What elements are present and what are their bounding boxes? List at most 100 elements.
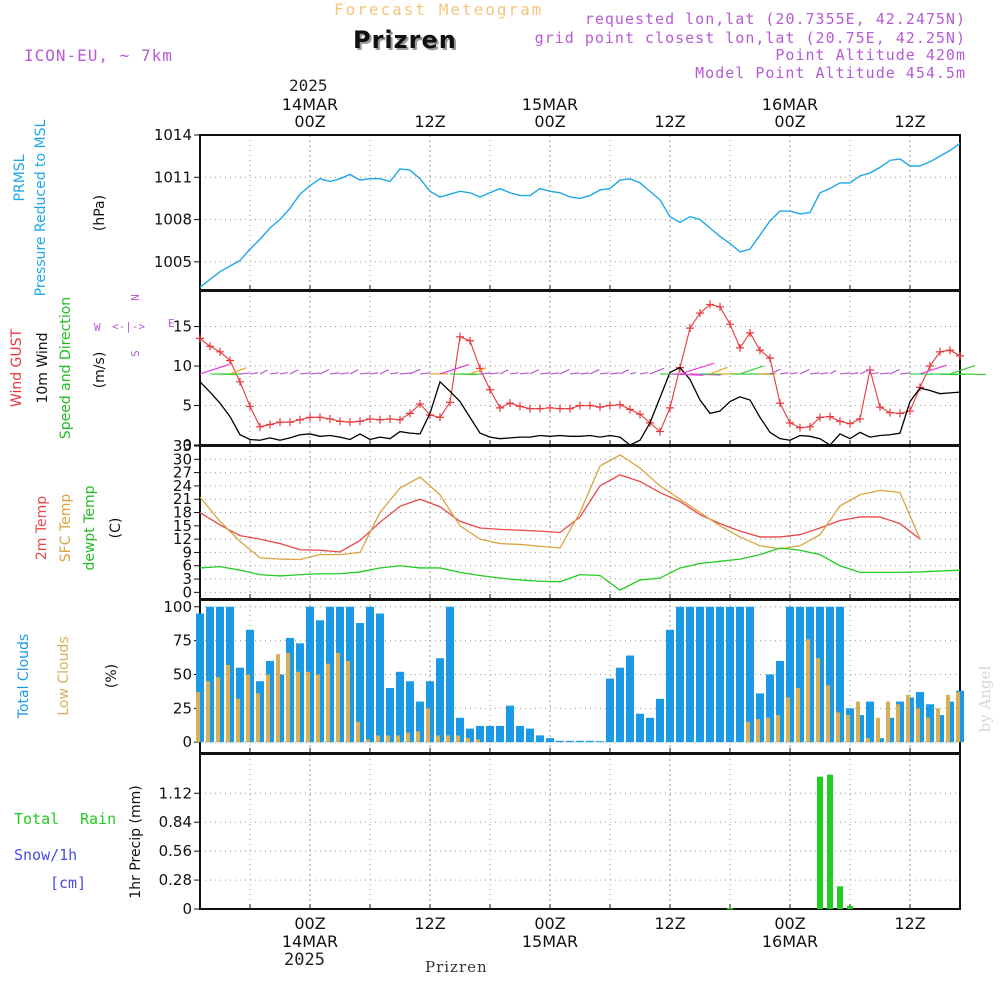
low-cloud-bar (346, 660, 350, 743)
low-cloud-bar (856, 701, 860, 743)
top-date-label: 15MAR (522, 95, 578, 114)
y-tick-label: 18 (173, 504, 192, 522)
bottom-hour-label: 12Z (414, 914, 445, 933)
low-cloud-bar (256, 693, 260, 743)
label-snow: Snow/1h (14, 846, 78, 864)
gust-marker (606, 401, 614, 410)
wind-direction-arrow (469, 367, 487, 375)
footer-station: Prizren (425, 958, 488, 976)
total-cloud-bar (556, 740, 564, 743)
wind-direction-arrow (509, 372, 519, 375)
gust-marker (536, 404, 544, 413)
wind-direction-arrow (339, 372, 350, 375)
wind-direction-arrow (479, 372, 491, 375)
panel-frame (199, 290, 961, 446)
total-cloud-bar (586, 740, 594, 743)
bottom-date-label: 16MAR (762, 932, 818, 951)
wind-direction-arrow (919, 364, 947, 375)
top-hour-label: 12Z (414, 112, 445, 131)
total-cloud-bar (546, 738, 554, 743)
low-cloud-bar (466, 738, 470, 743)
total-cloud-bar (636, 713, 644, 743)
gust-marker (946, 346, 954, 355)
gust-marker (416, 399, 424, 408)
wind-direction-arrow (289, 369, 299, 375)
gust-marker (596, 403, 604, 412)
gust-marker (726, 320, 734, 329)
bottom-date-label: 14MAR (282, 932, 338, 951)
gust-marker (656, 427, 664, 436)
y-tick-label: 1014 (154, 126, 192, 144)
total-cloud-bar (416, 701, 424, 743)
wind-direction-arrow (399, 372, 412, 375)
total-cloud-bar (676, 606, 684, 743)
total-cloud-bar (776, 660, 784, 743)
wind-direction-arrow (369, 372, 379, 375)
total-cloud-bar (436, 658, 444, 743)
wind-direction-arrow (229, 367, 247, 375)
total-cloud-bar (396, 671, 404, 743)
bottom-hour-label: 12Z (654, 914, 685, 933)
total-cloud-bar (606, 678, 614, 743)
wind-direction-arrow (579, 372, 590, 375)
low-cloud-bar (296, 671, 300, 743)
gust-marker (796, 423, 804, 432)
rain-bar (827, 774, 833, 909)
low-cloud-bar (896, 704, 900, 743)
low-cloud-bar (336, 652, 340, 743)
low-cloud-bar (846, 715, 850, 743)
model-altitude: Model Point Altitude 454.5m (695, 64, 966, 82)
y-tick-label: 10 (173, 357, 192, 375)
gust-marker (586, 401, 594, 410)
gust-marker (486, 385, 494, 394)
gust-marker (736, 343, 744, 352)
low-cloud-bar (786, 697, 790, 743)
gust-marker (686, 324, 694, 333)
temp-sfc-line (199, 454, 921, 561)
total-cloud-bar (736, 606, 744, 743)
gust-marker (846, 419, 854, 428)
top-date-label: 14MAR (282, 95, 338, 114)
top-hour-label: 12Z (654, 112, 685, 131)
total-cloud-bar (376, 613, 384, 743)
gust-marker (746, 328, 754, 337)
total-cloud-bar (666, 629, 674, 743)
y-tick-label: 6 (182, 557, 192, 575)
low-cloud-bar (456, 735, 460, 743)
y-tick-label: 0.84 (159, 813, 192, 831)
low-cloud-bar (366, 739, 370, 743)
wind-direction-arrow (609, 372, 620, 375)
gust-marker (766, 354, 774, 363)
wind-direction-arrow (709, 366, 728, 375)
low-cloud-bar (396, 735, 400, 743)
gust-marker (696, 309, 704, 318)
wind-direction-arrow (639, 372, 648, 375)
wind-direction-arrow (349, 369, 359, 375)
wind-direction-arrow (789, 372, 798, 375)
gust-marker (566, 404, 574, 413)
total-cloud-bar (466, 728, 474, 743)
gust-marker (916, 383, 924, 392)
gust-marker (936, 347, 944, 356)
total-cloud-bar (616, 667, 624, 743)
low-cloud-bar (946, 694, 950, 743)
wind-direction-arrow (589, 369, 600, 375)
gust-marker (446, 398, 454, 407)
wind-direction-arrow (829, 369, 837, 375)
total-cloud-bar (626, 655, 634, 743)
gust-marker (276, 418, 284, 427)
gust-marker (356, 417, 364, 426)
gust-marker (436, 413, 444, 422)
label-cm: [cm] (50, 874, 87, 892)
wind-direction-arrow (519, 372, 530, 375)
gust-marker (826, 412, 834, 421)
total-cloud-bar (656, 698, 664, 743)
wind10-line (199, 366, 961, 446)
wind-direction-arrow (299, 372, 310, 375)
wind-direction-arrow (629, 371, 637, 375)
grid-point-coords: grid point closest lon,lat (20.75E, 42.2… (534, 29, 966, 47)
total-cloud-bar (406, 681, 414, 743)
wind-direction-arrow (899, 372, 911, 375)
total-cloud-bar (716, 606, 724, 743)
gust-marker (666, 403, 674, 412)
